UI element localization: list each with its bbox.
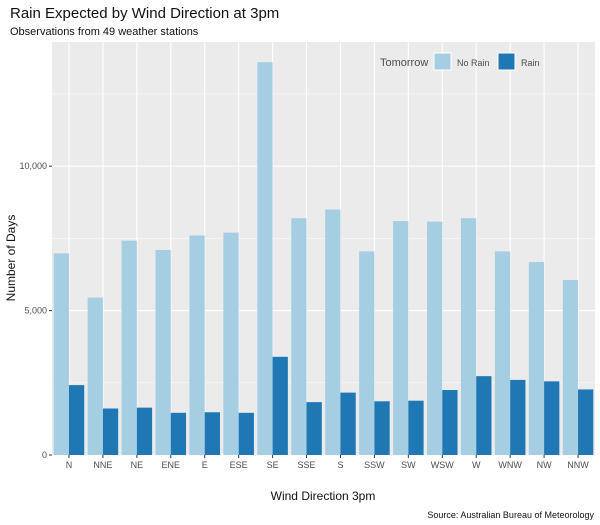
bar-no-rain-nw — [528, 262, 545, 455]
x-tick-label: E — [202, 460, 208, 470]
legend-swatch-rain — [497, 52, 516, 71]
bar-no-rain-n — [53, 253, 69, 455]
bar-no-rain-ese — [223, 232, 239, 455]
bar-rain-n — [68, 385, 85, 455]
x-tick-label: SW — [401, 460, 416, 470]
x-tick-label: WSW — [431, 460, 454, 470]
bar-no-rain-nnw — [562, 279, 579, 455]
bar-no-rain-sw — [393, 221, 409, 455]
bar-no-rain-ne — [121, 240, 137, 455]
bar-rain-se — [272, 356, 288, 455]
y-tick-label: 10,000 — [19, 161, 47, 171]
y-axis-title: Number of Days — [4, 215, 18, 302]
bar-no-rain-s — [325, 209, 341, 455]
bar-rain-ese — [238, 412, 254, 455]
bar-rain-e — [204, 412, 220, 455]
legend-label-rain: Rain — [521, 58, 540, 68]
bar-rain-ne — [136, 407, 153, 455]
bar-rain-s — [340, 392, 356, 455]
bar-no-rain-ssw — [359, 251, 375, 455]
bar-rain-ssw — [374, 401, 390, 455]
bar-rain-nnw — [578, 389, 594, 455]
bar-rain-wsw — [442, 390, 458, 455]
x-tick-label: S — [337, 460, 343, 470]
x-tick-label: SE — [267, 460, 279, 470]
bar-rain-w — [476, 376, 492, 455]
y-axis: 0 5,000 10,000 — [19, 161, 52, 460]
x-axis-title: Wind Direction 3pm — [271, 489, 376, 503]
bar-rain-wnw — [510, 379, 526, 455]
y-tick-label: 5,000 — [24, 306, 47, 316]
bar-rain-sse — [306, 402, 322, 455]
x-tick-label: NE — [131, 460, 144, 470]
legend: Tomorrow No Rain Rain — [380, 52, 540, 71]
x-tick-label: SSE — [298, 460, 316, 470]
x-tick-label: NNW — [567, 460, 589, 470]
legend-label-no-rain: No Rain — [457, 58, 490, 68]
bar-no-rain-ene — [155, 249, 171, 455]
legend-swatch-no-rain — [433, 52, 452, 71]
chart-subtitle: Observations from 49 weather stations — [10, 26, 199, 38]
x-tick-label: WNW — [498, 460, 522, 470]
bar-no-rain-wsw — [427, 221, 443, 455]
x-tick-label: NW — [537, 460, 552, 470]
x-tick-label: ENE — [162, 460, 181, 470]
x-tick-label: W — [472, 460, 481, 470]
y-tick-label: 0 — [42, 450, 47, 460]
bar-rain-ene — [170, 412, 187, 455]
bar-no-rain-sse — [291, 218, 307, 455]
legend-title: Tomorrow — [380, 57, 428, 69]
chart-caption: Source: Australian Bureau of Meteorology — [427, 510, 594, 520]
bar-no-rain-nne — [87, 297, 103, 455]
bar-no-rain-w — [460, 218, 477, 455]
chart-title: Rain Expected by Wind Direction at 3pm — [10, 5, 279, 22]
x-tick-label: N — [66, 460, 73, 470]
bar-rain-sw — [408, 400, 424, 455]
x-tick-label: SSW — [364, 460, 385, 470]
bar-rain-nne — [102, 408, 119, 455]
bar-no-rain-se — [257, 62, 273, 455]
x-axis: N NNE NE ENE E ESE SE SSE S SSW SW WSW W WNW NW NNW — [66, 455, 589, 470]
bars-layer — [53, 62, 594, 455]
bar-rain-nw — [544, 381, 560, 455]
bar-no-rain-wnw — [494, 251, 511, 455]
bar-no-rain-e — [189, 235, 205, 455]
x-tick-label: ESE — [230, 460, 248, 470]
x-tick-label: NNE — [93, 460, 112, 470]
